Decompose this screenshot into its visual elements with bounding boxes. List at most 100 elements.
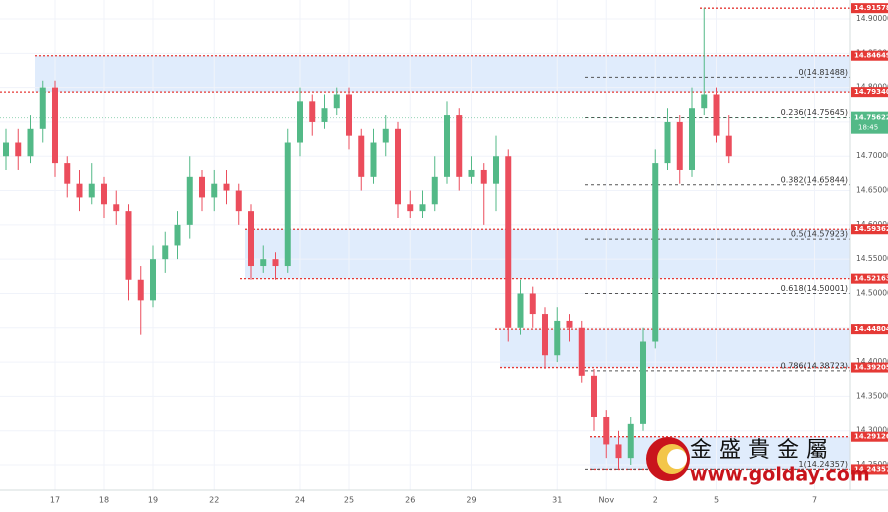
- fib-label: 0.5(14.57923): [791, 230, 848, 239]
- candle-body: [64, 163, 71, 184]
- y-tick-label: 14.30000: [856, 426, 888, 435]
- candle-body: [480, 169, 487, 184]
- candle-body: [615, 444, 622, 459]
- candle-body: [137, 279, 144, 301]
- candle-body: [272, 259, 279, 267]
- candle-body: [542, 314, 548, 356]
- y-tick-label: 14.55000: [856, 254, 888, 263]
- current-price-tag: [851, 111, 888, 134]
- level-label: 14.29126: [854, 433, 888, 441]
- level-tag: [851, 273, 888, 284]
- candle-body: [162, 245, 169, 260]
- candle-body: [333, 94, 340, 109]
- zone: [245, 229, 850, 279]
- y-tick-label: 14.65000: [856, 186, 888, 195]
- x-tick-label: 19: [148, 496, 158, 505]
- x-tick-label: 24: [295, 496, 305, 505]
- y-tick-label: 14.90000: [856, 14, 888, 23]
- candle-body: [248, 211, 254, 267]
- level-tag: [851, 324, 888, 335]
- candle-body: [199, 176, 205, 198]
- candle-body: [76, 183, 83, 198]
- level-tag: [851, 3, 888, 14]
- watermark: 金 盛 貴 金 屬 www.golday.com: [646, 437, 870, 486]
- y-tick-label: 14.70000: [856, 151, 888, 160]
- watermark-url: www.golday.com: [690, 464, 870, 486]
- candle-body: [39, 87, 46, 129]
- candle-body: [235, 190, 242, 212]
- candle-body: [591, 375, 597, 417]
- logo-center: [667, 449, 687, 469]
- candle-body: [223, 183, 230, 191]
- candle-body: [431, 176, 438, 205]
- x-tick-label: 26: [405, 496, 415, 505]
- candle-body: [113, 204, 120, 212]
- level-label: 14.44804: [854, 325, 888, 333]
- level-tag: [851, 50, 888, 61]
- level-tag: [851, 87, 888, 98]
- candle-body: [186, 176, 193, 225]
- candle-body: [211, 183, 218, 198]
- candle-body: [358, 135, 365, 177]
- level-tag: [851, 224, 888, 235]
- watermark-name: 金 盛 貴 金 屬: [690, 438, 828, 463]
- level-label: 14.52163: [854, 275, 888, 283]
- candle-body: [382, 128, 389, 143]
- x-tick-label: 22: [209, 496, 219, 505]
- candle-body: [566, 320, 573, 328]
- fib-label: 0.618(14.50001): [781, 284, 848, 293]
- candle-body: [101, 183, 107, 205]
- candle-body: [52, 87, 58, 164]
- candle-body: [284, 142, 291, 267]
- candle-body: [444, 115, 450, 177]
- x-tick-label: 29: [466, 496, 476, 505]
- level-label: 14.79340: [854, 88, 888, 96]
- level-label: 14.59362: [854, 225, 888, 233]
- x-tick-label: 18: [99, 496, 109, 505]
- candle-body: [701, 94, 708, 109]
- candle-body: [395, 128, 401, 205]
- candle-body: [456, 115, 463, 177]
- fib-label: 1(14.24357): [798, 460, 848, 469]
- level-tag: [851, 431, 888, 442]
- candle-body: [505, 156, 512, 328]
- zone: [35, 55, 850, 93]
- y-tick-label: 14.40000: [856, 357, 888, 366]
- candle-body: [689, 108, 695, 170]
- candle-body: [407, 204, 414, 212]
- level-label: 14.24357: [854, 465, 888, 473]
- candle-body: [517, 293, 524, 328]
- fib-label: 0.382(14.65844): [781, 175, 848, 184]
- candle-body: [125, 211, 132, 280]
- x-tick-label: 7: [812, 496, 817, 505]
- x-tick-label: 17: [50, 496, 60, 505]
- candle-body: [297, 101, 303, 143]
- candle-body: [3, 142, 9, 157]
- current-price-time: 18:45: [858, 124, 878, 132]
- candle-body: [529, 293, 536, 315]
- candle-body: [27, 128, 34, 157]
- y-tick-label: 14.80000: [856, 83, 888, 92]
- candle-body: [150, 259, 156, 301]
- x-tick-label: 25: [344, 496, 354, 505]
- candle-body: [603, 416, 610, 445]
- candle-body: [370, 142, 377, 177]
- candle-body: [713, 94, 720, 136]
- candle-body: [88, 183, 95, 198]
- x-tick-label: 2: [653, 496, 658, 505]
- candle-body: [15, 142, 22, 157]
- level-label: 14.39205: [854, 364, 888, 372]
- fib-label: 0.786(14.38723): [781, 361, 848, 370]
- x-tick-label: Nov: [598, 496, 614, 505]
- candle-body: [578, 327, 585, 376]
- candle-body: [725, 135, 732, 157]
- level-tag: [851, 362, 888, 373]
- candle-body: [554, 320, 561, 356]
- y-tick-label: 14.35000: [856, 391, 888, 400]
- x-tick-label: 5: [714, 496, 719, 505]
- candle-body: [309, 101, 316, 122]
- candle-body: [468, 169, 475, 177]
- candle-body: [260, 259, 267, 267]
- candle-body: [640, 341, 646, 424]
